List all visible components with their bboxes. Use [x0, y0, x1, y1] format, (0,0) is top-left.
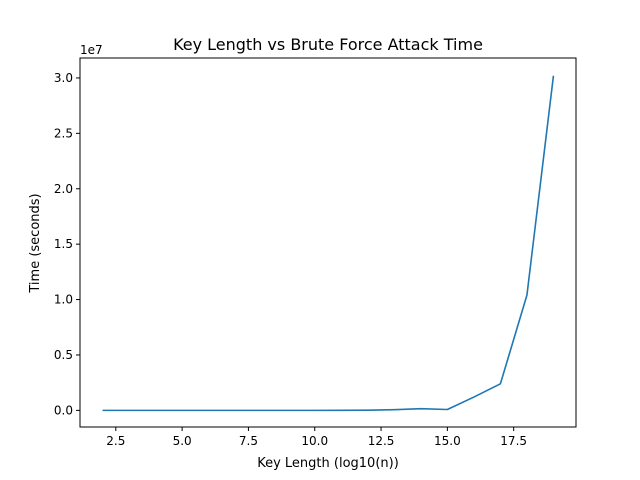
y-tick-label: 1.0 [54, 293, 73, 307]
x-tick-label: 15.0 [434, 434, 461, 448]
y-tick-label: 2.5 [54, 126, 73, 140]
y-tick-label: 0.5 [54, 348, 73, 362]
x-tick-label: 12.5 [368, 434, 395, 448]
y-axis-label: Time (seconds) [28, 193, 43, 293]
x-tick-label: 7.5 [239, 434, 258, 448]
y-tick-label: 0.0 [54, 403, 73, 417]
x-tick-label: 10.0 [301, 434, 328, 448]
y-tick-label: 1.5 [54, 237, 73, 251]
plot-frame [79, 57, 577, 428]
series-line [102, 75, 555, 412]
x-axis-label: Key Length (log10(n)) [257, 456, 399, 471]
y-tick-label: 2.0 [54, 182, 73, 196]
y-offset-label: 1e7 [80, 43, 103, 57]
x-tick-label: 2.5 [106, 434, 125, 448]
x-tick-label: 5.0 [173, 434, 192, 448]
x-tick-label: 17.5 [500, 434, 527, 448]
chart-title: Key Length vs Brute Force Attack Time [173, 35, 483, 54]
y-tick-label: 3.0 [54, 71, 73, 85]
